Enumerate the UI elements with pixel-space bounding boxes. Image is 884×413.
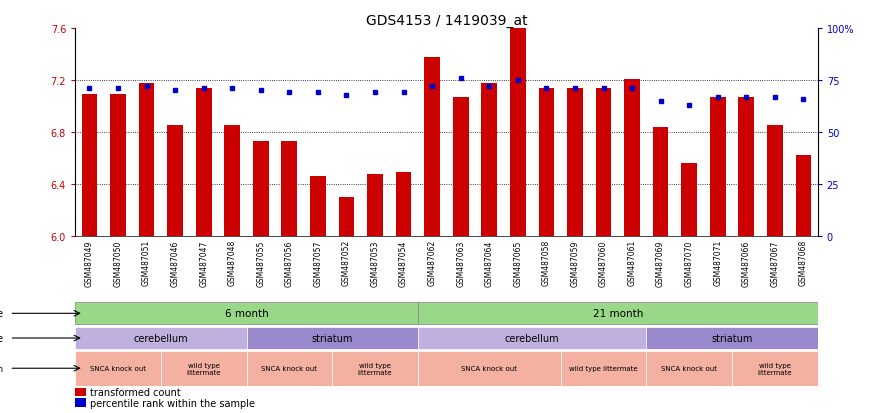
Text: GSM487048: GSM487048 <box>228 240 237 286</box>
Title: GDS4153 / 1419039_at: GDS4153 / 1419039_at <box>366 14 527 28</box>
Text: GSM487055: GSM487055 <box>256 240 265 286</box>
Bar <box>510 29 526 236</box>
Bar <box>453 97 469 236</box>
Text: genotype/variation: genotype/variation <box>0 364 4 373</box>
Bar <box>253 142 269 236</box>
Text: 6 month: 6 month <box>225 309 269 318</box>
Bar <box>418 351 560 386</box>
Text: cerebellum: cerebellum <box>133 333 188 343</box>
Text: GSM487046: GSM487046 <box>171 240 179 286</box>
Text: GSM487064: GSM487064 <box>484 240 494 286</box>
Bar <box>247 327 418 349</box>
Text: GSM487058: GSM487058 <box>542 240 551 286</box>
Text: 21 month: 21 month <box>592 309 643 318</box>
Text: striatum: striatum <box>311 333 353 343</box>
Text: GSM487059: GSM487059 <box>570 240 579 286</box>
Bar <box>75 327 247 349</box>
Text: GSM487065: GSM487065 <box>514 240 522 286</box>
Bar <box>75 351 161 386</box>
Text: GSM487066: GSM487066 <box>742 240 751 286</box>
Bar <box>81 95 97 236</box>
Text: tissue: tissue <box>0 333 4 343</box>
Text: GSM487061: GSM487061 <box>628 240 636 286</box>
Bar <box>75 399 87 407</box>
Text: SNCA knock out: SNCA knock out <box>661 366 717 371</box>
Text: wild type littermate: wild type littermate <box>569 366 638 371</box>
Bar <box>652 128 668 236</box>
Text: GSM487053: GSM487053 <box>370 240 379 286</box>
Bar <box>560 351 646 386</box>
Bar <box>418 302 818 325</box>
Text: percentile rank within the sample: percentile rank within the sample <box>90 398 255 408</box>
Bar <box>139 83 155 236</box>
Text: GSM487051: GSM487051 <box>142 240 151 286</box>
Text: wild type
littermate: wild type littermate <box>758 362 792 375</box>
Text: wild type
littermate: wild type littermate <box>358 362 392 375</box>
Bar <box>332 351 418 386</box>
Bar <box>75 388 87 396</box>
Bar <box>424 57 440 236</box>
Bar <box>738 97 754 236</box>
Text: wild type
littermate: wild type littermate <box>187 362 221 375</box>
Text: GSM487070: GSM487070 <box>685 240 694 286</box>
Text: cerebellum: cerebellum <box>505 333 560 343</box>
Bar <box>167 126 183 236</box>
Bar <box>682 164 697 236</box>
Bar <box>646 327 818 349</box>
Text: GSM487057: GSM487057 <box>314 240 323 286</box>
Text: GSM487071: GSM487071 <box>713 240 722 286</box>
Bar <box>110 95 126 236</box>
Bar <box>482 83 497 236</box>
Text: GSM487068: GSM487068 <box>799 240 808 286</box>
Text: SNCA knock out: SNCA knock out <box>90 366 146 371</box>
Bar <box>710 97 726 236</box>
Bar <box>568 88 583 236</box>
Bar <box>732 351 818 386</box>
Text: GSM487060: GSM487060 <box>599 240 608 286</box>
Text: GSM487054: GSM487054 <box>399 240 408 286</box>
Text: GSM487062: GSM487062 <box>428 240 437 286</box>
Bar <box>624 79 640 236</box>
Text: GSM487049: GSM487049 <box>85 240 94 286</box>
Bar <box>281 142 297 236</box>
Text: SNCA knock out: SNCA knock out <box>262 366 317 371</box>
Bar <box>796 156 812 236</box>
Bar <box>247 351 332 386</box>
Text: striatum: striatum <box>712 333 752 343</box>
Text: GSM487050: GSM487050 <box>113 240 123 286</box>
Text: SNCA knock out: SNCA knock out <box>461 366 517 371</box>
Bar <box>396 173 411 236</box>
Bar <box>367 174 383 236</box>
Bar <box>310 177 326 236</box>
Bar <box>225 126 240 236</box>
Text: GSM487052: GSM487052 <box>342 240 351 286</box>
Bar <box>196 88 211 236</box>
Text: GSM487067: GSM487067 <box>770 240 780 286</box>
Text: GSM487063: GSM487063 <box>456 240 465 286</box>
Bar <box>646 351 732 386</box>
Bar <box>339 197 354 236</box>
Text: time: time <box>0 309 4 318</box>
Text: GSM487047: GSM487047 <box>199 240 208 286</box>
Text: transformed count: transformed count <box>90 387 180 397</box>
Bar <box>161 351 247 386</box>
Text: GSM487069: GSM487069 <box>656 240 665 286</box>
Bar <box>596 88 612 236</box>
Text: GSM487056: GSM487056 <box>285 240 293 286</box>
Bar <box>418 327 646 349</box>
Bar <box>538 88 554 236</box>
Bar <box>75 302 418 325</box>
Bar <box>767 126 782 236</box>
